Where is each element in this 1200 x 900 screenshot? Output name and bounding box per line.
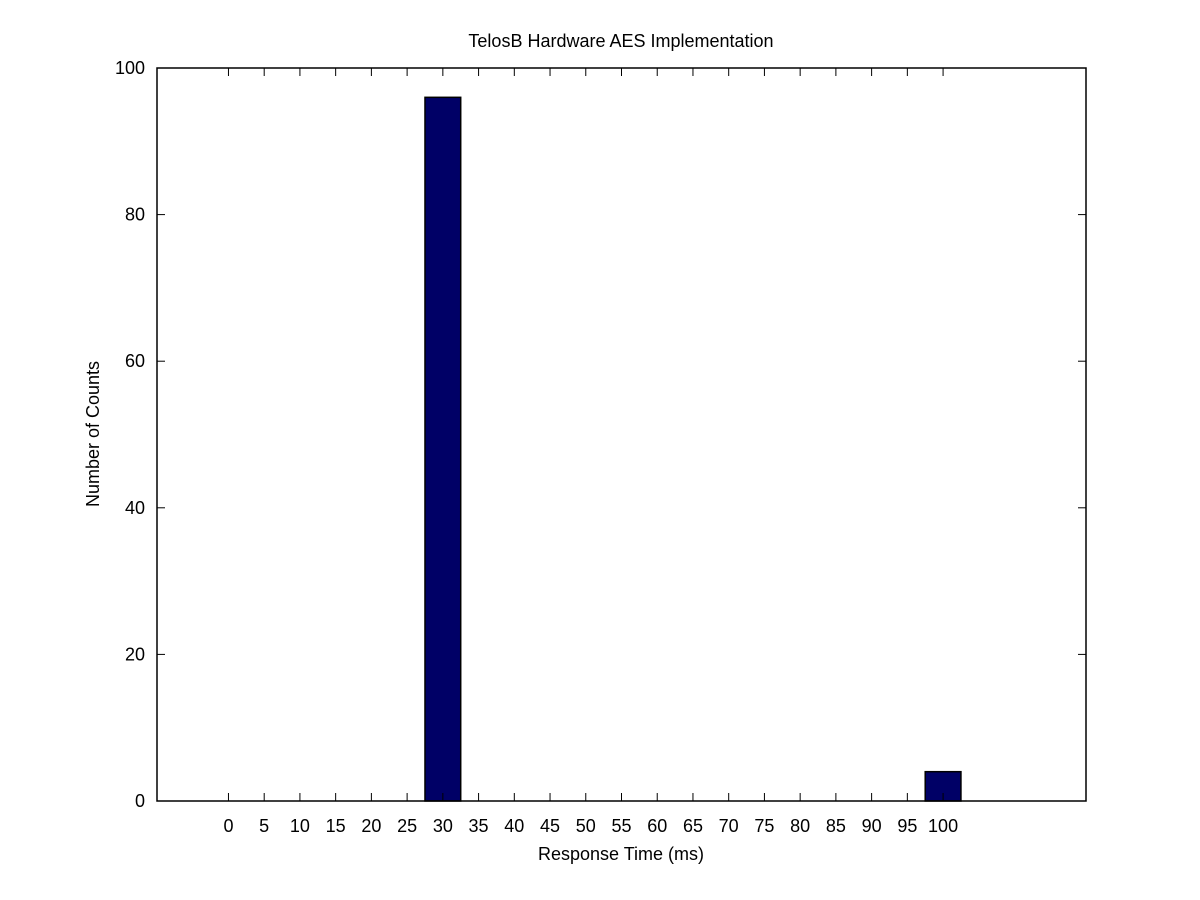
x-tick-label: 55 [611, 816, 631, 836]
y-tick-label: 60 [125, 351, 145, 371]
x-tick-label: 40 [504, 816, 524, 836]
bar-30 [424, 96, 462, 802]
y-tick-label: 100 [115, 58, 145, 78]
x-tick-label: 95 [897, 816, 917, 836]
x-tick-label: 70 [719, 816, 739, 836]
ticks-layer: 0 5 10 15 20 25 30 35 40 45 50 55 60 65 70 75 80 85 90 95 10… [115, 58, 1086, 836]
chart-title: TelosB Hardware AES Implementation [468, 31, 773, 51]
y-tick-label: 40 [125, 498, 145, 518]
x-tick-label: 90 [862, 816, 882, 836]
y-tick-label: 80 [125, 205, 145, 225]
x-axis-label: Response Time (ms) [538, 844, 704, 864]
x-tick-label: 100 [928, 816, 958, 836]
x-tick-label: 0 [223, 816, 233, 836]
x-tick-label: 50 [576, 816, 596, 836]
x-tick-label: 20 [361, 816, 381, 836]
x-tick-label: 25 [397, 816, 417, 836]
plot-frame [156, 67, 1087, 802]
x-tick-label: 35 [469, 816, 489, 836]
x-tick-label: 75 [754, 816, 774, 836]
y-tick-label: 20 [125, 644, 145, 664]
y-axis-label: Number of Counts [83, 361, 103, 507]
x-tick-label: 15 [326, 816, 346, 836]
x-tick-label: 10 [290, 816, 310, 836]
x-tick-label: 45 [540, 816, 560, 836]
x-tick-label: 30 [433, 816, 453, 836]
x-tick-label: 65 [683, 816, 703, 836]
x-tick-label: 85 [826, 816, 846, 836]
y-tick-label: 0 [135, 791, 145, 811]
x-tick-label: 80 [790, 816, 810, 836]
bars-layer [424, 96, 962, 802]
x-tick-label: 5 [259, 816, 269, 836]
x-tick-label: 60 [647, 816, 667, 836]
